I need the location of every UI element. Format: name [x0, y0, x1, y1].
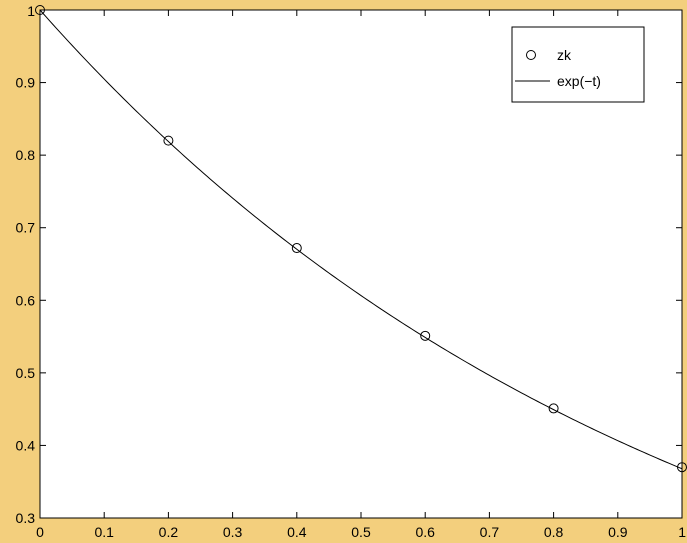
data-point-zk — [163, 135, 174, 146]
legend-label-zk: zk — [557, 47, 572, 63]
y-tick-label: 0.3 — [16, 510, 36, 526]
data-point-zk — [548, 403, 559, 414]
x-tick-label: 0.1 — [94, 524, 114, 540]
y-tick-label: 0.8 — [16, 147, 36, 163]
x-tick-label: 0.6 — [415, 524, 435, 540]
legend-label-exp: exp(−t) — [557, 73, 601, 89]
legend-marker-zk — [526, 50, 536, 60]
data-point-zk — [35, 5, 45, 15]
data-point-zk — [291, 243, 302, 254]
y-tick-label: 0.7 — [16, 220, 36, 236]
y-tick-label: 0.4 — [16, 437, 36, 453]
series-line-exp — [39, 9, 683, 470]
x-tick-label: 0.4 — [287, 524, 307, 540]
x-tick-label: 0.2 — [159, 524, 179, 540]
y-tick-label: 0.6 — [16, 292, 36, 308]
x-tick-label: 1 — [678, 524, 686, 540]
x-tick-label: 0.5 — [351, 524, 371, 540]
x-axis: 0 0.1 0.2 0.3 0.4 0.5 0.6 0.7 0.8 0.9 1 — [36, 10, 686, 540]
x-tick-label: 0.7 — [480, 524, 500, 540]
legend: zk exp(−t) — [511, 26, 645, 103]
x-tick-label: 0.8 — [544, 524, 564, 540]
y-axis: 0.3 0.4 0.5 0.6 0.7 0.8 0.9 1 — [16, 3, 682, 526]
y-tick-label: 0.9 — [16, 75, 36, 91]
y-tick-label: 0.5 — [16, 365, 36, 381]
x-tick-label: 0.3 — [223, 524, 243, 540]
data-point-zk — [420, 330, 431, 341]
legend-box — [511, 26, 645, 103]
y-tick-label: 1 — [27, 3, 35, 19]
x-tick-label: 0.9 — [608, 524, 628, 540]
x-tick-label: 0 — [36, 524, 44, 540]
